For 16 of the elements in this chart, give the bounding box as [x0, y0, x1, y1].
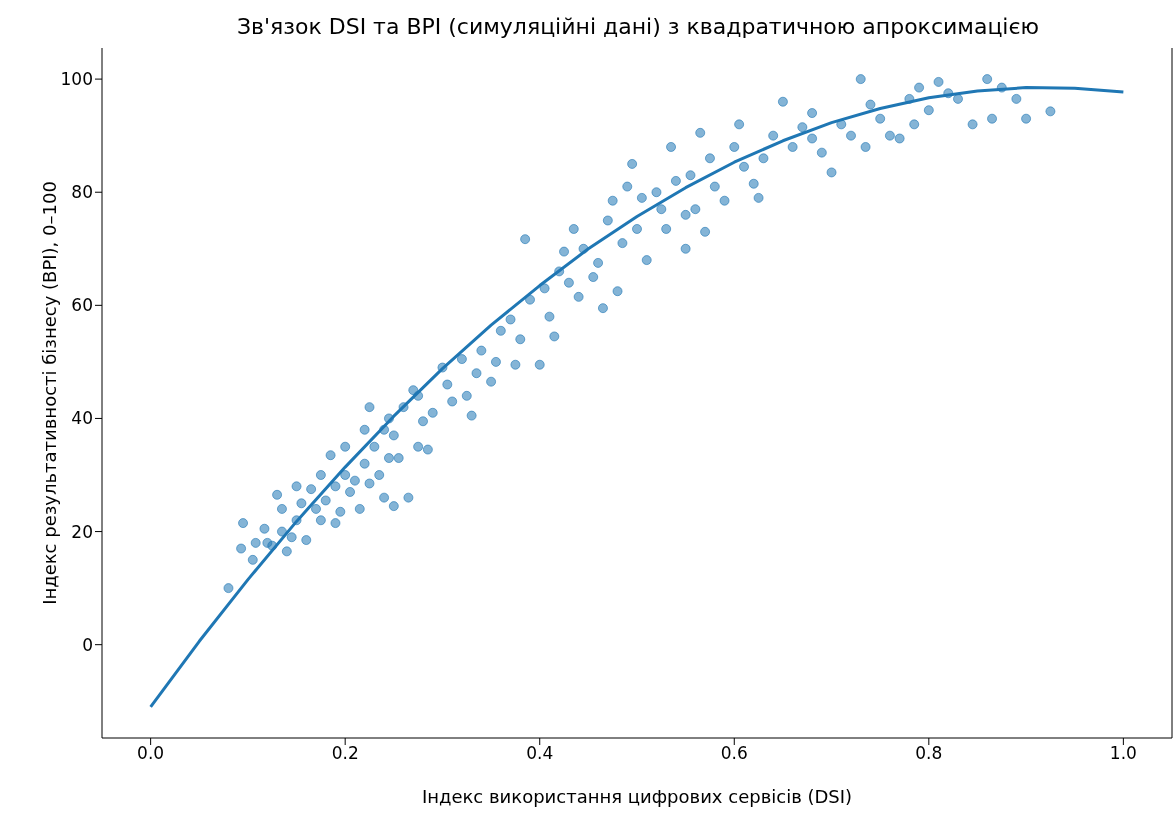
x-tick-label: 1.0: [1109, 743, 1137, 764]
x-axis-title: Індекс використання цифрових сервісів (DSI): [421, 785, 853, 807]
y-tick-label: 0: [82, 634, 93, 655]
y-tick-label: 40: [71, 408, 93, 429]
line-series: [149, 86, 1125, 709]
x-tick-label: 0.8: [915, 743, 943, 764]
x-tick-label: 0.4: [526, 743, 554, 764]
x-tick-label: 0.6: [720, 743, 748, 764]
x-tick-label: 0.0: [137, 743, 165, 764]
y-tick-label: 20: [71, 521, 93, 542]
y-tick-label: 100: [60, 69, 93, 90]
y-axis-title: Індекс результативності бізнесу (BPI), 0–100: [39, 181, 61, 605]
chart-title: Зв'язок DSI та BPI (симуляційні дані) з квадратичною апроксимацією: [235, 14, 1041, 39]
y-tick-label: 60: [71, 295, 93, 316]
x-tick-label: 0.2: [331, 743, 359, 764]
y-tick-label: 80: [71, 182, 93, 203]
